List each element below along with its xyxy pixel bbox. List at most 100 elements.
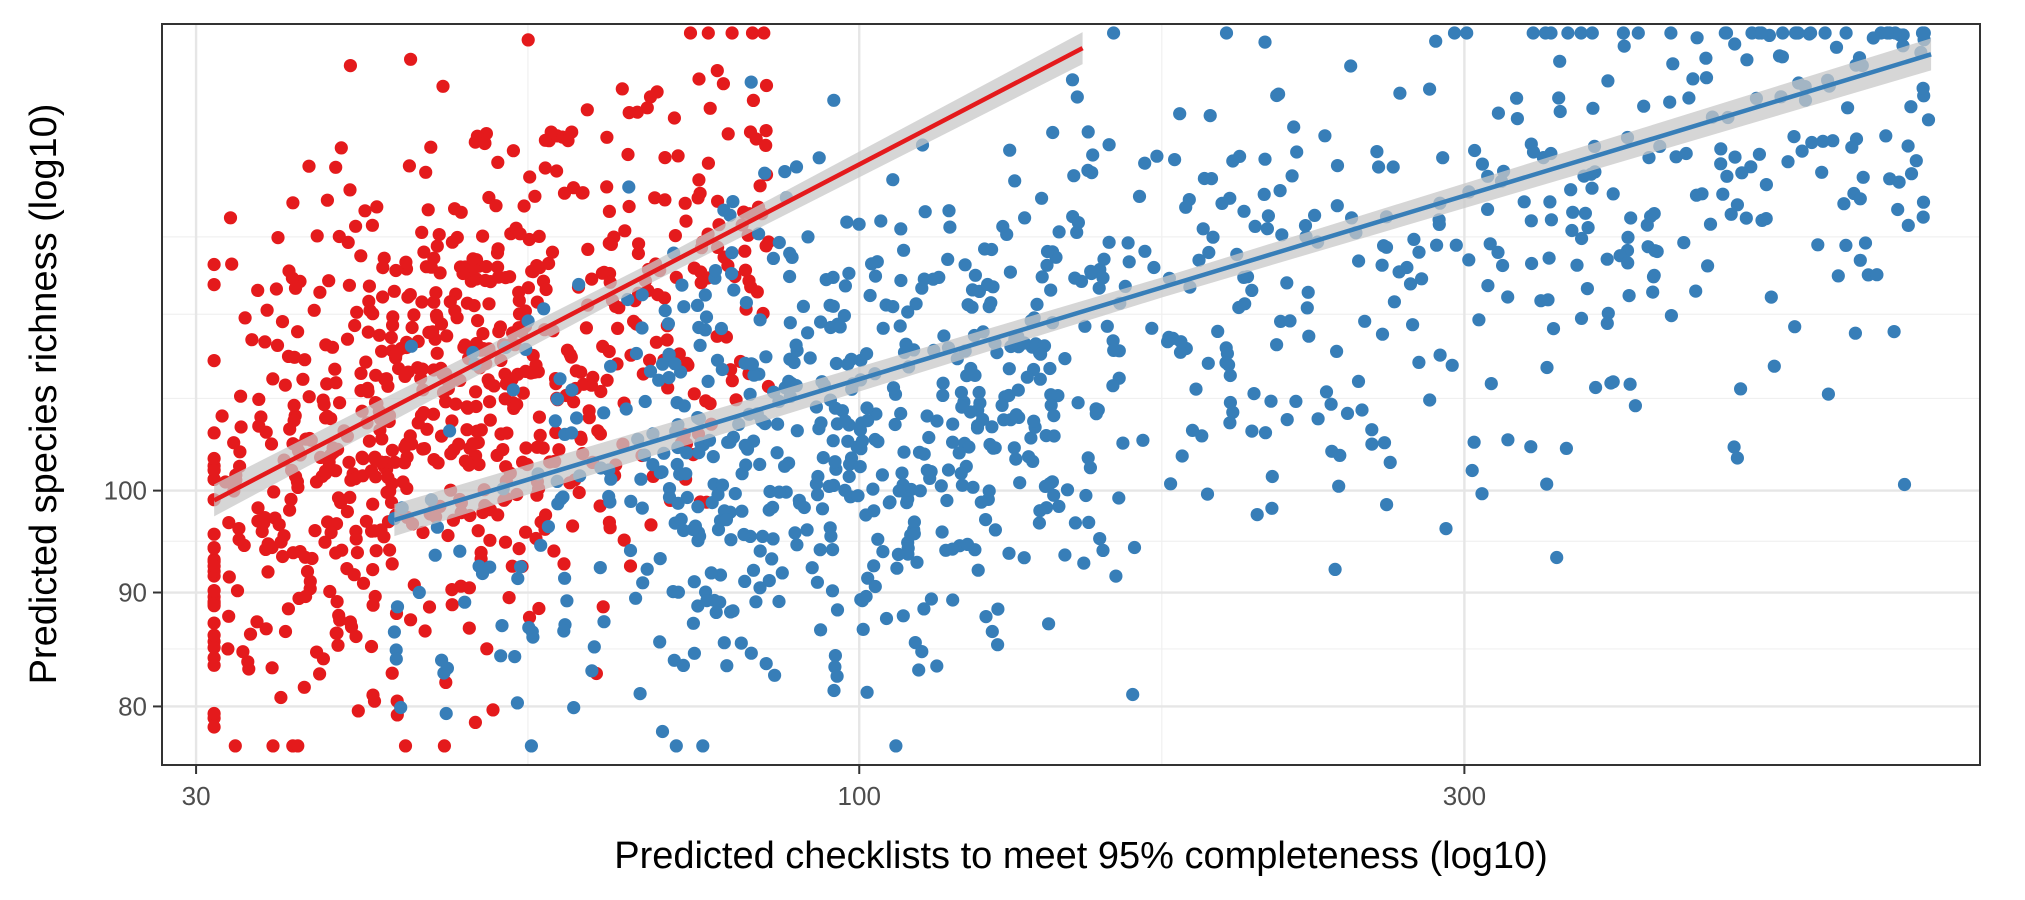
data-point <box>1601 306 1615 320</box>
data-point <box>778 165 792 179</box>
data-point <box>838 279 853 293</box>
data-point <box>1606 375 1620 389</box>
data-point <box>842 266 856 280</box>
data-point <box>716 77 731 91</box>
data-point <box>1352 254 1366 268</box>
data-point <box>747 368 761 382</box>
data-point <box>411 416 425 430</box>
data-point <box>1027 414 1041 428</box>
data-point <box>548 414 562 428</box>
data-point <box>575 186 589 200</box>
data-point <box>381 470 395 485</box>
data-point <box>278 624 293 639</box>
data-point <box>1764 290 1778 304</box>
data-point <box>492 270 506 284</box>
data-point <box>816 451 830 465</box>
data-point <box>691 534 705 548</box>
data-point <box>334 495 348 510</box>
data-point <box>1150 149 1164 163</box>
data-point <box>1377 436 1392 450</box>
data-point <box>1344 59 1358 73</box>
data-point <box>1679 146 1693 161</box>
data-point <box>366 563 380 577</box>
data-point <box>753 544 767 558</box>
data-point <box>1423 393 1437 407</box>
data-point <box>691 500 705 514</box>
data-point <box>362 434 376 448</box>
data-point <box>1436 151 1450 165</box>
data-point <box>1730 198 1744 212</box>
data-point <box>762 574 776 588</box>
data-point <box>236 645 250 659</box>
data-point <box>511 571 525 586</box>
data-point <box>291 739 305 753</box>
data-point <box>1631 26 1645 40</box>
data-point <box>1701 259 1715 273</box>
data-point <box>1100 319 1114 333</box>
data-point <box>643 364 658 378</box>
data-point <box>1879 129 1893 143</box>
data-point <box>828 455 842 469</box>
data-point <box>553 372 567 386</box>
data-point <box>1816 134 1830 148</box>
data-point <box>837 309 852 323</box>
data-point <box>1689 188 1704 202</box>
data-point <box>1621 230 1635 244</box>
data-point <box>358 204 372 218</box>
data-point <box>1189 382 1203 396</box>
data-point <box>952 446 966 460</box>
data-point <box>829 356 844 371</box>
data-point <box>1772 49 1787 63</box>
data-point <box>1258 35 1272 49</box>
data-point <box>258 335 272 349</box>
data-point <box>743 125 758 139</box>
data-point <box>288 281 303 295</box>
data-point <box>1047 488 1061 502</box>
data-point <box>1623 377 1637 391</box>
data-point <box>646 458 660 472</box>
data-point <box>717 636 731 650</box>
data-point <box>475 566 490 581</box>
data-point <box>726 195 740 209</box>
data-point <box>404 613 418 627</box>
data-point <box>1848 326 1862 340</box>
data-point <box>941 252 955 266</box>
data-point <box>272 518 286 532</box>
data-point <box>489 199 503 213</box>
data-point <box>1365 423 1379 437</box>
data-point <box>1223 368 1237 383</box>
data-point <box>863 288 877 303</box>
data-point <box>1301 285 1315 299</box>
data-point <box>907 527 921 541</box>
data-point <box>611 321 625 335</box>
data-point <box>972 385 986 400</box>
data-point <box>965 283 980 297</box>
data-point <box>1274 314 1288 328</box>
data-point <box>1728 37 1742 51</box>
data-point <box>565 383 579 397</box>
data-point <box>830 669 844 683</box>
data-point <box>307 303 321 317</box>
data-point <box>496 443 510 457</box>
data-point <box>1386 160 1400 174</box>
data-point <box>585 272 599 286</box>
data-point <box>1714 142 1728 156</box>
data-point <box>361 381 375 395</box>
data-point <box>478 136 492 151</box>
data-point <box>634 472 648 486</box>
data-point <box>660 333 674 347</box>
data-point <box>1102 138 1116 152</box>
data-point <box>897 445 911 459</box>
data-point <box>603 521 617 535</box>
data-point <box>1004 413 1018 427</box>
data-point <box>686 616 701 630</box>
data-point <box>1008 174 1022 188</box>
data-point <box>474 423 488 437</box>
data-point <box>389 263 403 278</box>
data-point <box>1616 26 1630 40</box>
data-point <box>981 277 995 292</box>
data-point <box>1403 277 1418 291</box>
data-point <box>298 550 312 564</box>
data-point <box>1465 463 1479 478</box>
data-point <box>1375 327 1390 341</box>
